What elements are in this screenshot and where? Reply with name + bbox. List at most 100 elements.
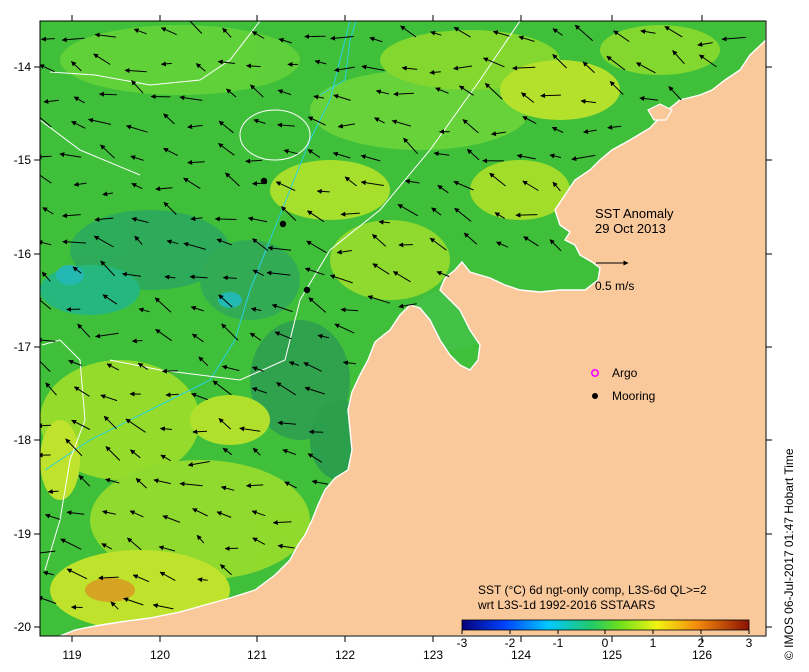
current-vector-arrow (251, 510, 266, 517)
lat-tick-label: -20 (14, 620, 32, 634)
current-vector-arrow (484, 82, 503, 100)
current-vector-arrow (94, 216, 114, 222)
lon-tick-label: 123 (423, 648, 443, 662)
current-vector-arrow (458, 85, 474, 96)
current-vector-arrow (161, 368, 178, 374)
current-vector-arrow (549, 239, 562, 252)
current-vector-arrow (40, 154, 52, 160)
current-vector-arrow (332, 151, 351, 159)
current-vector-arrow (640, 29, 656, 34)
current-vector-arrow (192, 508, 208, 517)
current-vector-arrow (222, 447, 233, 456)
current-vector-arrow (697, 41, 713, 47)
isobaths (40, 21, 521, 571)
current-vector-arrow (435, 87, 449, 94)
current-vector-arrow (251, 387, 267, 394)
colorbar-tick-label: -2 (505, 636, 516, 650)
current-vector-arrow (125, 124, 148, 133)
land-mass (59, 21, 766, 636)
current-vector-arrow (103, 415, 117, 430)
island (647, 103, 673, 121)
current-vector-arrow (123, 597, 144, 606)
current-vector-arrow (217, 59, 235, 65)
current-vector-arrow (220, 485, 235, 491)
current-vector-arrow (192, 429, 208, 435)
current-vector-arrow (303, 362, 322, 372)
current-vector-arrow (130, 449, 141, 459)
colorbar-caption-1: SST (°C) 6d ngt-only comp, L3S-6d QL>=2 (478, 583, 707, 597)
current-vector-arrow (73, 386, 90, 397)
current-vector-arrow (306, 210, 325, 223)
current-vector-arrow (466, 148, 480, 161)
current-vector-arrow (78, 474, 91, 487)
current-vector-arrow (135, 477, 147, 489)
map-title: SST Anomaly (595, 206, 674, 221)
current-vector-arrow (360, 154, 381, 162)
current-vector-arrow (307, 453, 323, 463)
current-vector-arrow (129, 510, 144, 518)
current-vector-arrow (71, 419, 91, 430)
colorbar-tick-labels: -3 -2 -1 0 1 2 3 (457, 636, 753, 650)
current-vector-arrow (607, 124, 622, 130)
current-vector-arrow (217, 142, 235, 156)
current-vector-arrow (165, 392, 179, 398)
lon-tick-label: 120 (150, 648, 170, 662)
current-vector-arrow (582, 61, 595, 74)
current-vector-arrow (183, 242, 206, 250)
current-vector-arrow (329, 274, 353, 284)
current-vector-arrow (42, 570, 55, 576)
current-vector-arrow (404, 179, 420, 184)
current-vector-arrow (160, 61, 172, 67)
current-vector-arrow (401, 65, 418, 71)
current-vector-arrow (100, 260, 116, 277)
current-vector-arrow (71, 61, 82, 72)
current-vector-arrow (580, 98, 596, 104)
current-vector-arrow (163, 201, 177, 215)
current-vector-arrow (183, 177, 201, 190)
current-vector-arrow (613, 30, 630, 43)
current-vector-arrow (281, 206, 297, 221)
current-vector-arrow (334, 323, 355, 334)
current-vectors (40, 21, 746, 610)
lon-tick-label: 121 (247, 648, 267, 662)
current-vector-arrow (278, 37, 292, 44)
current-vector-arrow (130, 155, 144, 161)
current-vector-arrow (340, 211, 360, 217)
current-vector-arrow (216, 511, 232, 518)
current-vector-arrow (187, 124, 203, 130)
current-vector-arrow (274, 331, 292, 340)
current-vector-arrow (252, 238, 269, 251)
current-vector-arrow (198, 356, 209, 367)
current-vector-arrow (398, 303, 417, 309)
current-vector-arrow (494, 212, 505, 219)
current-vector-arrow (131, 217, 149, 223)
current-vector-arrow (482, 57, 505, 68)
current-vector-arrow (437, 184, 449, 194)
current-vector-arrow (71, 120, 86, 129)
current-vector-arrow (551, 126, 564, 133)
current-vector-arrow (60, 538, 82, 550)
current-vector-arrow (222, 27, 232, 38)
current-vector-arrow (251, 31, 265, 39)
current-vector-arrow (429, 237, 447, 251)
colorbar-caption-2: wrt L3S-1d 1992-2016 SSTAARS (477, 598, 655, 612)
lat-tick-label: -14 (14, 60, 32, 74)
current-vector-arrow (195, 63, 206, 72)
current-vector-arrow (314, 59, 327, 65)
current-vector-arrow (131, 338, 143, 344)
current-vector-arrow (138, 307, 150, 313)
current-vector-arrow (66, 568, 88, 580)
current-vector-arrow (574, 24, 594, 42)
current-vector-arrow (491, 131, 506, 137)
current-vector-arrow (462, 119, 479, 134)
current-vector-arrow (106, 363, 120, 371)
current-vector-arrow (73, 96, 85, 104)
current-vector-arrow (179, 95, 203, 101)
current-vector-arrow (523, 236, 539, 247)
current-vector-arrow (275, 181, 296, 192)
current-vector-arrow (492, 30, 510, 37)
current-vector-arrow (93, 53, 111, 65)
lat-tick-label: -18 (14, 433, 32, 447)
current-vector-arrow (453, 180, 474, 191)
current-vector-arrow (73, 181, 87, 187)
